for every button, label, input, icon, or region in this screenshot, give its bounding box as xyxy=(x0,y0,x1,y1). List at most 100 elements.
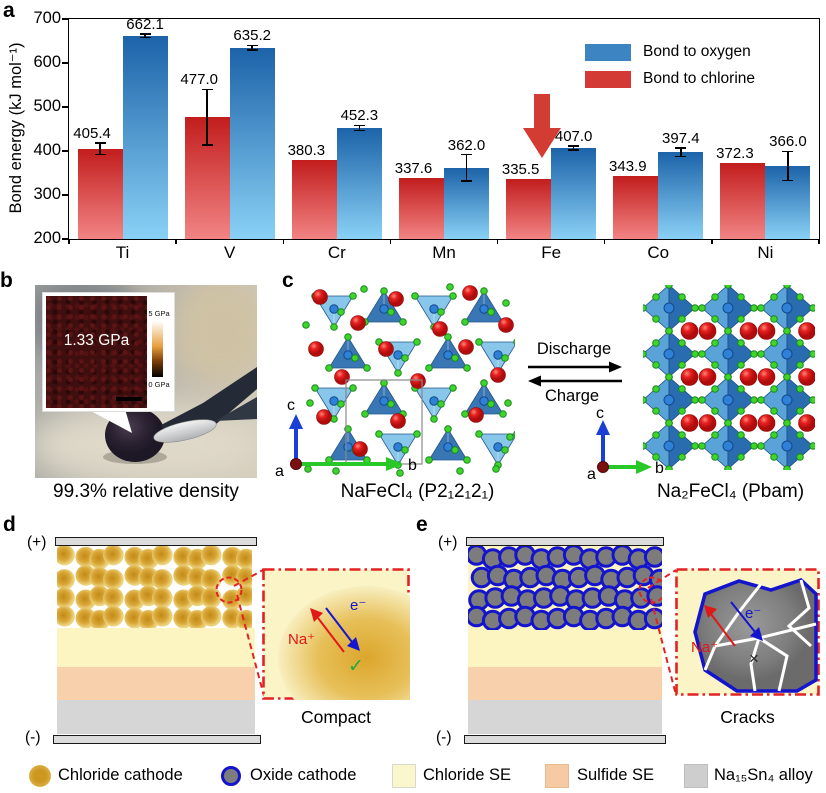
c-axis-arrowhead-icon xyxy=(289,414,303,429)
chloride-particle xyxy=(200,605,222,627)
bar-chlorine-Fe xyxy=(506,179,552,239)
na-atom xyxy=(468,407,484,423)
cl-atom xyxy=(724,465,732,470)
na-atom xyxy=(390,413,406,429)
y-tickmark-700 xyxy=(62,18,69,20)
electron-arrowhead-icon xyxy=(750,627,763,641)
bar-chlorine-Cr xyxy=(291,159,337,239)
cl-atom xyxy=(513,338,515,346)
chart-plot: Bond to oxygen Bond to chlorine 200 300 400… xyxy=(33,9,820,262)
a-axis-label: a xyxy=(587,466,596,480)
y-tick-600: 600 xyxy=(33,53,61,71)
b-axis-label: b xyxy=(655,460,664,477)
cl-atom xyxy=(463,456,471,464)
chloride-se-layer-d xyxy=(57,628,255,667)
cl-atom xyxy=(665,327,673,335)
na-atom xyxy=(757,414,776,432)
compact-caption: Compact xyxy=(300,707,372,727)
na-atom xyxy=(757,322,776,340)
fe-atom xyxy=(663,348,675,360)
error-cap xyxy=(353,124,365,127)
legend-chloride-se: Chloride SE xyxy=(423,766,512,784)
value-label-Fe: 335.5 xyxy=(501,161,540,179)
cl-atom xyxy=(698,350,706,358)
legend-sulfide-se: Sulfide SE xyxy=(577,766,655,784)
na-atom xyxy=(698,322,717,340)
error-bar xyxy=(679,147,682,157)
crack-line xyxy=(749,637,761,692)
negative-terminal-e: (-) xyxy=(436,729,452,746)
legend-chloride-cathode: Chloride cathode xyxy=(58,766,183,784)
na-ion-arrow xyxy=(710,613,736,647)
cl-atom xyxy=(652,431,660,439)
positive-terminal-d: (+) xyxy=(27,534,47,551)
cl-atom xyxy=(643,304,647,312)
cl-atom xyxy=(413,338,421,346)
cl-atom xyxy=(783,327,791,335)
cl-atom xyxy=(411,292,419,300)
bottom-electrode-e xyxy=(464,735,666,744)
na-atom xyxy=(308,341,324,357)
cl-atom xyxy=(499,410,507,418)
x-tickmark xyxy=(175,239,177,244)
cl-atom xyxy=(796,339,804,347)
cl-atom xyxy=(480,379,488,387)
bar-chlorine-Ti xyxy=(77,148,123,239)
cl-atom xyxy=(437,308,445,316)
cl-atom xyxy=(770,293,778,301)
cl-atom xyxy=(360,285,368,293)
cl-atom xyxy=(796,431,804,439)
cross-icon: × xyxy=(749,649,759,668)
cl-atom xyxy=(501,446,509,454)
x-tickmark xyxy=(282,239,284,244)
error-bar xyxy=(99,142,101,155)
x-tick-Ni: Ni xyxy=(757,243,774,262)
error-cap xyxy=(461,180,472,182)
cl-atom xyxy=(678,293,686,301)
tweezers-arm xyxy=(161,367,257,437)
cl-atom xyxy=(652,315,660,323)
na2fecl4-caption: Na₂FeCl₄ (Pbam) xyxy=(656,481,805,502)
cl-atom xyxy=(711,431,719,439)
x-tickmark xyxy=(818,239,820,244)
cl-atom xyxy=(325,364,333,372)
value-label-Cr: 380.3 xyxy=(287,141,326,159)
value-label-V: 635.2 xyxy=(233,27,271,45)
oxide-cathode-swatch xyxy=(221,766,241,786)
cl-atom xyxy=(698,396,706,404)
na-atom xyxy=(739,322,758,340)
cl-atom xyxy=(513,430,515,438)
compact-inset: Na⁺ e⁻ ✓ xyxy=(262,568,410,700)
zoom-connector-d xyxy=(233,569,265,697)
cl-atom xyxy=(678,361,686,369)
cl-atom xyxy=(796,385,804,393)
na-atom xyxy=(352,441,368,457)
bar-chlorine-Ni xyxy=(720,163,766,239)
na-atom xyxy=(410,373,426,389)
na-atom xyxy=(350,315,366,331)
fe-atom xyxy=(493,350,503,360)
cl-atom xyxy=(643,350,647,358)
error-bar xyxy=(787,151,789,181)
y-tickmark-500 xyxy=(62,106,69,108)
cl-atom xyxy=(665,465,673,470)
chloride-particle xyxy=(236,567,252,588)
na-atom xyxy=(490,367,506,383)
c-axis-label: c xyxy=(287,397,295,414)
cl-atom xyxy=(809,442,815,450)
oxide-particle xyxy=(643,546,662,568)
cl-atom xyxy=(502,299,510,307)
panel-c-label: c xyxy=(282,269,294,292)
charge-label: Charge xyxy=(545,387,599,405)
cl-atom xyxy=(387,308,395,316)
cl-atom xyxy=(737,407,745,415)
cl-atom xyxy=(665,285,673,289)
value-label-V: 477.0 xyxy=(180,71,218,89)
chloride-particle xyxy=(103,605,124,627)
cl-atom xyxy=(691,442,699,450)
value-label-Ni: 366.0 xyxy=(769,133,807,151)
na-atom xyxy=(462,285,478,301)
electron-arrowhead-icon xyxy=(347,637,360,651)
cl-atom xyxy=(330,323,338,331)
cl-atom xyxy=(337,308,345,316)
